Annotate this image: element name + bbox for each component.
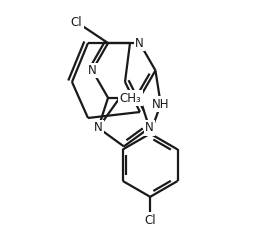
Text: NH: NH (152, 98, 169, 111)
Text: N: N (94, 121, 103, 134)
Text: N: N (145, 121, 154, 134)
Text: N: N (135, 37, 144, 50)
Text: CH₃: CH₃ (119, 92, 141, 105)
Text: Cl: Cl (144, 213, 156, 227)
Text: Cl: Cl (71, 15, 82, 29)
Text: N: N (88, 64, 97, 77)
